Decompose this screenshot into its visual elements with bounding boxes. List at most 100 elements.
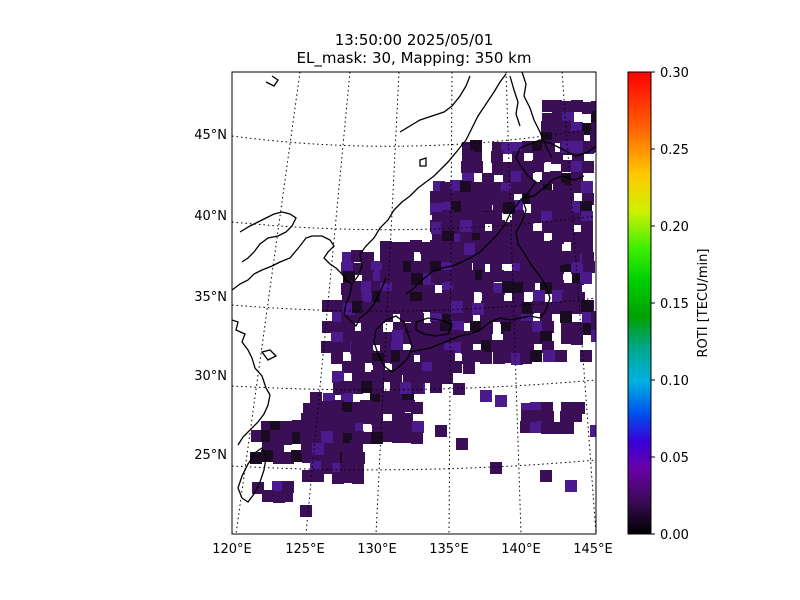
roti-cell xyxy=(370,392,382,404)
roti-cell xyxy=(571,242,583,254)
roti-cell xyxy=(331,332,343,344)
roti-cell xyxy=(400,431,412,443)
roti-cell xyxy=(342,361,354,373)
map-title-time: 13:50:00 2025/05/01 xyxy=(334,31,494,49)
roti-cell xyxy=(561,160,573,172)
roti-cell xyxy=(490,462,502,474)
roti-cell xyxy=(332,472,344,484)
roti-cell xyxy=(560,301,572,313)
roti-cell xyxy=(430,261,442,273)
roti-cell xyxy=(390,372,402,384)
lat-tick-25: 25°N xyxy=(194,448,227,463)
roti-cell xyxy=(403,370,415,382)
graticule xyxy=(232,72,596,534)
colorbar-tick-5: 0.25 xyxy=(660,143,689,158)
roti-cell xyxy=(482,291,494,303)
roti-cell xyxy=(581,300,593,312)
roti-cell xyxy=(350,440,362,452)
roti-cell xyxy=(430,240,442,252)
roti-cell xyxy=(552,280,564,292)
roti-cell xyxy=(541,250,553,262)
roti-cell xyxy=(470,210,482,222)
roti-cell xyxy=(420,242,432,254)
roti-cell xyxy=(270,430,282,442)
roti-cell xyxy=(523,280,535,292)
roti-cell xyxy=(352,472,364,484)
coastlines xyxy=(232,72,596,503)
lon-tick-130: 130°E xyxy=(357,542,397,557)
roti-cell xyxy=(430,301,442,313)
roti-cell xyxy=(442,350,454,362)
colorbar-tick-4: 0.20 xyxy=(660,220,689,235)
roti-cell xyxy=(456,438,468,450)
roti-cell xyxy=(591,122,596,134)
roti-cell xyxy=(470,140,482,152)
roti-cell xyxy=(491,340,503,352)
roti-cell xyxy=(371,370,383,382)
roti-cell xyxy=(272,441,284,453)
roti-cell xyxy=(480,330,492,342)
roti-cell xyxy=(413,371,425,383)
map-frame xyxy=(231,71,597,535)
roti-cell xyxy=(571,100,583,112)
colorbar-gradient xyxy=(627,71,652,535)
roti-cell xyxy=(550,240,562,252)
roti-cell xyxy=(261,450,273,462)
roti-cell xyxy=(540,470,552,482)
roti-cell xyxy=(501,341,513,353)
roti-cell xyxy=(482,173,494,185)
roti-cell xyxy=(412,421,424,433)
roti-cell xyxy=(502,241,514,253)
roti-cell xyxy=(321,431,333,443)
roti-cell xyxy=(380,341,392,353)
roti-cell xyxy=(362,351,374,363)
roti-cell xyxy=(250,452,262,464)
roti-cell xyxy=(572,131,584,143)
roti-cell xyxy=(580,201,592,213)
roti-cell xyxy=(493,352,505,364)
roti-cell xyxy=(530,421,542,433)
roti-cell xyxy=(331,421,343,433)
roti-cell xyxy=(511,171,523,183)
roti-cell xyxy=(502,191,514,203)
roti-cell xyxy=(550,100,562,112)
lon-tick-labels: 120°E 125°E 130°E 135°E 140°E 145°E xyxy=(212,542,613,557)
roti-cell xyxy=(300,505,312,517)
roti-cell xyxy=(342,412,354,424)
roti-cell xyxy=(520,352,532,364)
roti-cell xyxy=(411,273,423,285)
roti-cell xyxy=(332,400,344,412)
roti-cell xyxy=(591,330,596,342)
roti-cell xyxy=(460,181,472,193)
roti-cell xyxy=(380,241,392,253)
roti-cell xyxy=(393,401,405,413)
roti-cell xyxy=(543,140,555,152)
roti-cell xyxy=(262,490,274,502)
roti-cell xyxy=(590,140,596,152)
roti-cell xyxy=(531,182,543,194)
lat-tick-labels: 25°N 30°N 35°N 40°N 45°N xyxy=(194,128,227,463)
lon-tick-145: 145°E xyxy=(573,542,613,557)
roti-cell xyxy=(580,272,592,284)
roti-cell xyxy=(352,332,364,344)
roti-cell xyxy=(342,471,354,483)
roti-cell xyxy=(352,301,364,313)
roti-cell xyxy=(490,301,502,313)
roti-cell xyxy=(435,425,447,437)
roti-cell xyxy=(555,350,567,362)
roti-cell xyxy=(571,161,583,173)
roti-cell xyxy=(291,450,303,462)
roti-cell xyxy=(561,230,573,242)
roti-cell xyxy=(560,252,572,264)
roti-cell xyxy=(342,452,354,464)
roti-cell xyxy=(571,322,583,334)
roti-cell xyxy=(582,161,594,173)
roti-cell xyxy=(411,301,423,313)
roti-cell xyxy=(580,350,592,362)
roti-cell xyxy=(393,262,405,274)
roti-cell xyxy=(490,210,502,222)
roti-cell xyxy=(280,421,292,433)
roti-cell xyxy=(460,232,472,244)
roti-cell xyxy=(550,201,562,213)
